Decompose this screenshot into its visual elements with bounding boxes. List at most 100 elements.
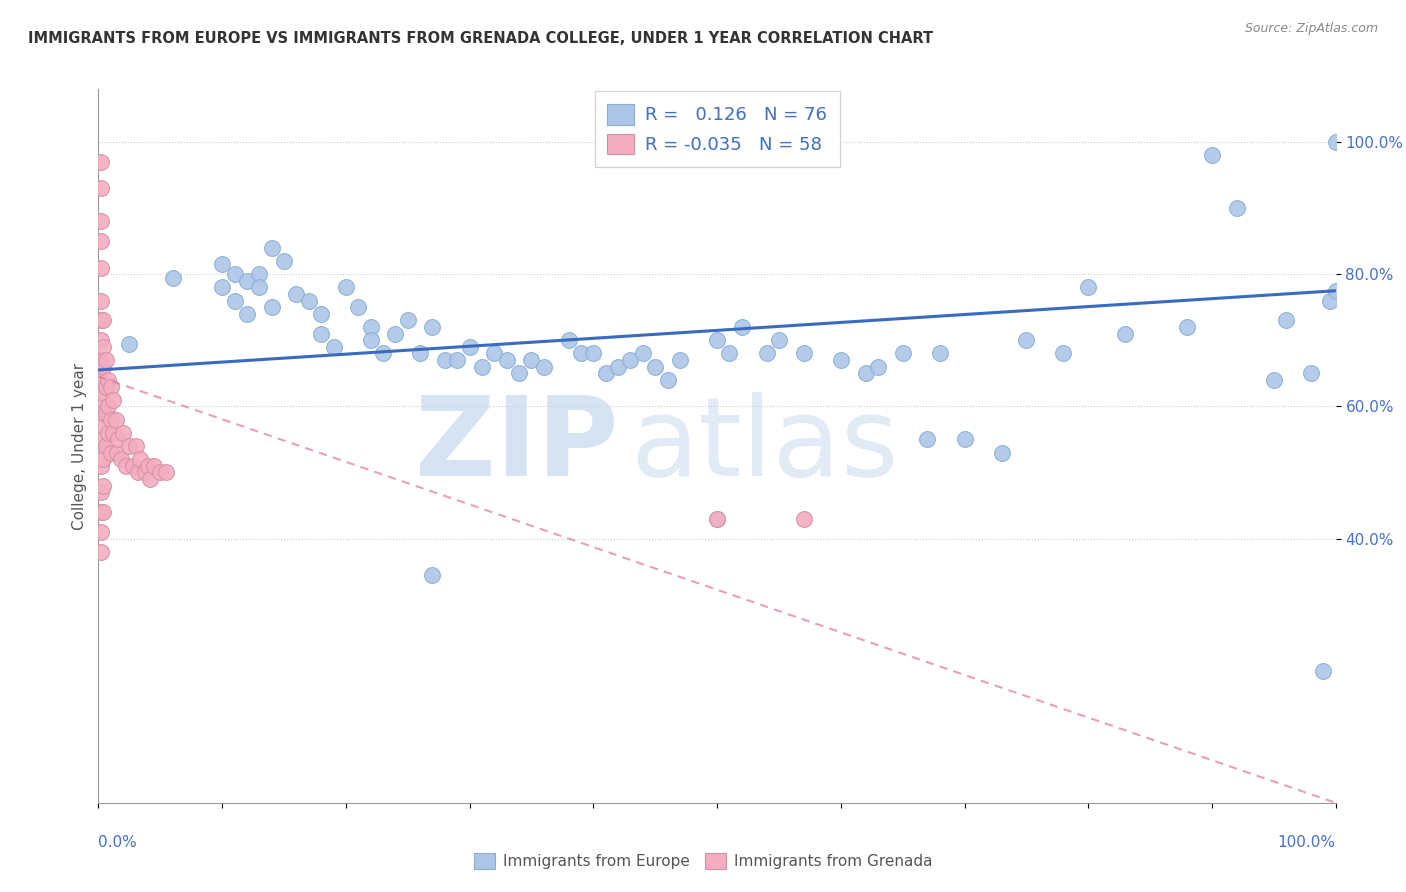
Point <box>1226 201 1249 215</box>
Point <box>127 466 149 480</box>
Point <box>90 458 112 473</box>
Point <box>731 320 754 334</box>
Point <box>90 353 112 368</box>
Text: IMMIGRANTS FROM EUROPE VS IMMIGRANTS FROM GRENADA COLLEGE, UNDER 1 YEAR CORRELAT: IMMIGRANTS FROM EUROPE VS IMMIGRANTS FRO… <box>28 31 934 46</box>
Point <box>1275 313 1298 327</box>
Point <box>93 313 115 327</box>
Point <box>90 524 112 539</box>
Point <box>129 452 152 467</box>
Point <box>100 379 122 393</box>
Point <box>93 478 115 492</box>
Point <box>706 511 728 525</box>
Point <box>409 346 432 360</box>
Point <box>706 333 728 347</box>
Point <box>830 353 852 368</box>
Point <box>90 154 112 169</box>
Point <box>90 485 112 500</box>
Point <box>508 367 530 381</box>
Point <box>260 300 283 314</box>
Point <box>569 346 592 360</box>
Point <box>90 373 112 387</box>
Point <box>90 313 112 327</box>
Point <box>768 333 790 347</box>
Point <box>90 260 112 275</box>
Point <box>309 326 332 341</box>
Point <box>112 425 135 440</box>
Point <box>211 280 233 294</box>
Point <box>360 333 382 347</box>
Point <box>484 346 506 360</box>
Point <box>669 353 692 368</box>
Point <box>1312 664 1334 678</box>
Point <box>90 505 112 519</box>
Point <box>105 445 128 459</box>
Point <box>458 340 481 354</box>
Point <box>322 340 344 354</box>
Point <box>285 287 308 301</box>
Point <box>211 257 233 271</box>
Point <box>990 445 1012 459</box>
Point <box>224 267 246 281</box>
Point <box>422 320 444 334</box>
Point <box>533 359 555 374</box>
Point <box>360 320 382 334</box>
Point <box>149 466 172 480</box>
Point <box>93 406 115 420</box>
Point <box>94 379 117 393</box>
Point <box>582 346 605 360</box>
Point <box>114 458 136 473</box>
Point <box>1299 367 1322 381</box>
Point <box>94 406 117 420</box>
Point <box>928 346 950 360</box>
Text: 0.0%: 0.0% <box>98 835 138 850</box>
Point <box>90 439 112 453</box>
Point <box>371 346 394 360</box>
Point <box>162 270 184 285</box>
Point <box>422 567 444 582</box>
Point <box>631 346 654 360</box>
Y-axis label: College, Under 1 year: College, Under 1 year <box>72 362 87 530</box>
Point <box>93 359 115 374</box>
Point <box>94 353 117 368</box>
Point <box>155 466 177 480</box>
Point <box>90 545 112 559</box>
Point <box>260 241 283 255</box>
Point <box>298 293 321 308</box>
Point <box>471 359 494 374</box>
Point <box>247 267 270 281</box>
Point <box>595 367 617 381</box>
Point <box>90 392 112 407</box>
Point <box>953 433 976 447</box>
Point <box>917 433 939 447</box>
Point <box>93 433 115 447</box>
Point <box>495 353 517 368</box>
Point <box>1201 148 1223 162</box>
Point <box>139 472 162 486</box>
Legend: Immigrants from Europe, Immigrants from Grenada: Immigrants from Europe, Immigrants from … <box>468 847 938 875</box>
Point <box>866 359 889 374</box>
Text: atlas: atlas <box>630 392 898 500</box>
Point <box>1175 320 1198 334</box>
Point <box>97 400 120 414</box>
Point <box>124 439 146 453</box>
Point <box>236 274 259 288</box>
Text: ZIP: ZIP <box>415 392 619 500</box>
Point <box>136 458 159 473</box>
Point <box>90 234 112 248</box>
Point <box>557 333 579 347</box>
Point <box>107 433 129 447</box>
Point <box>103 425 125 440</box>
Point <box>657 373 679 387</box>
Point <box>134 466 156 480</box>
Point <box>755 346 778 360</box>
Point <box>247 280 270 294</box>
Point <box>122 458 145 473</box>
Point <box>607 359 630 374</box>
Point <box>855 367 877 381</box>
Point <box>520 353 543 368</box>
Point <box>97 425 120 440</box>
Point <box>224 293 246 308</box>
Legend: R =   0.126   N = 76, R = -0.035   N = 58: R = 0.126 N = 76, R = -0.035 N = 58 <box>595 91 839 167</box>
Point <box>97 373 120 387</box>
Point <box>273 254 295 268</box>
